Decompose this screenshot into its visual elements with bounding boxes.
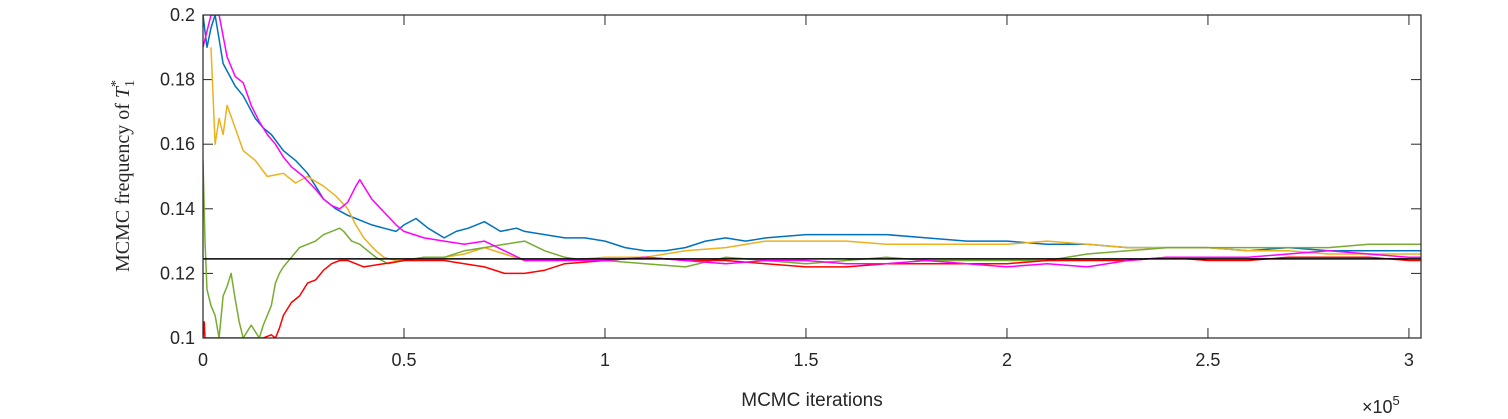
- x-axis-label: MCMC iterations: [741, 390, 882, 411]
- x-tick-label: 3: [1404, 350, 1414, 370]
- y-tick-label: 0.1: [170, 328, 195, 348]
- series-lines: [203, 15, 1421, 338]
- x-exponent-label: ×105: [1362, 393, 1400, 417]
- plot-frame: [202, 14, 1422, 339]
- series-line-2: [210, 47, 1421, 262]
- series-line-1: [203, 15, 1421, 252]
- x-tick-label: 2: [1002, 350, 1012, 370]
- y-tick-labels: 0.1 0.12 0.14 0.16 0.18 0.2: [160, 5, 195, 348]
- y-tick-label: 0.2: [170, 5, 195, 25]
- x-exponent-base: ×10: [1362, 397, 1393, 417]
- y-tick-label: 0.18: [160, 70, 195, 90]
- y-tick-label: 0.16: [160, 134, 195, 154]
- x-tick-label: 2.5: [1195, 350, 1220, 370]
- y-tick-label: 0.12: [160, 263, 195, 283]
- series-line-5: [203, 15, 1421, 268]
- y-axis-label-symbol: T: [112, 85, 134, 98]
- y-axis-label-superscript: *: [109, 80, 124, 87]
- x-tick-label: 1: [600, 350, 610, 370]
- y-axis-label-text: MCMC frequency of: [112, 98, 134, 272]
- series-line-4: [203, 256, 1421, 338]
- series-line-3: [203, 160, 1421, 338]
- y-axis-label-subscript: 1: [123, 80, 138, 87]
- y-tick-label: 0.14: [160, 199, 195, 219]
- x-tick-label: 1.5: [793, 350, 818, 370]
- x-tick-labels: 0 0.5 1 1.5 2 2.5 3: [198, 350, 1414, 370]
- tick-marks: [202, 14, 1421, 339]
- x-exponent-power: 5: [1393, 393, 1400, 408]
- x-tick-label: 0.5: [391, 350, 416, 370]
- y-axis-label: MCMC frequency of T1*: [109, 80, 138, 272]
- x-tick-label: 0: [198, 350, 208, 370]
